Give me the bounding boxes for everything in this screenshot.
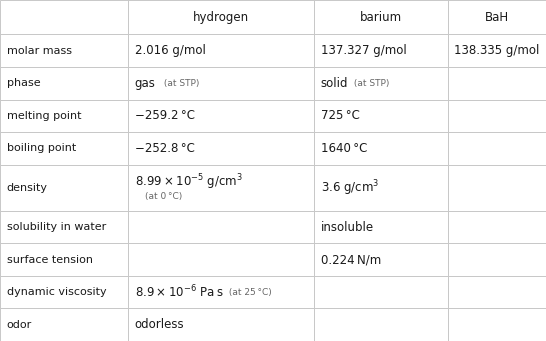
- Text: 725 °C: 725 °C: [321, 109, 359, 122]
- Bar: [128, 211, 314, 243]
- Bar: [128, 243, 314, 276]
- Bar: [448, 0, 546, 34]
- Bar: [448, 67, 546, 100]
- Text: (at STP): (at STP): [161, 79, 199, 88]
- Bar: [0, 34, 128, 67]
- Text: (at 25 °C): (at 25 °C): [226, 288, 272, 297]
- Bar: [0, 0, 128, 34]
- Text: −259.2 °C: −259.2 °C: [135, 109, 195, 122]
- Text: odor: odor: [7, 320, 32, 330]
- Bar: [448, 308, 546, 341]
- Bar: [128, 132, 314, 165]
- Bar: [448, 132, 546, 165]
- Text: hydrogen: hydrogen: [193, 11, 249, 24]
- Bar: [128, 0, 314, 34]
- Bar: [448, 243, 546, 276]
- Text: dynamic viscosity: dynamic viscosity: [7, 287, 106, 297]
- Bar: [0, 67, 128, 100]
- Text: melting point: melting point: [7, 111, 81, 121]
- Bar: [0, 132, 128, 165]
- Bar: [314, 243, 448, 276]
- Bar: [314, 132, 448, 165]
- Text: 138.335 g/mol: 138.335 g/mol: [454, 44, 539, 57]
- Text: solubility in water: solubility in water: [7, 222, 106, 232]
- Text: phase: phase: [7, 78, 40, 88]
- Bar: [128, 276, 314, 308]
- Text: gas: gas: [135, 77, 156, 90]
- Text: (at STP): (at STP): [351, 79, 389, 88]
- Text: BaH: BaH: [485, 11, 509, 24]
- Bar: [0, 100, 128, 132]
- Bar: [314, 100, 448, 132]
- Text: barium: barium: [360, 11, 402, 24]
- Bar: [128, 100, 314, 132]
- Text: surface tension: surface tension: [7, 255, 93, 265]
- Bar: [0, 308, 128, 341]
- Bar: [314, 276, 448, 308]
- Text: odorless: odorless: [135, 318, 185, 331]
- Bar: [128, 165, 314, 211]
- Bar: [314, 211, 448, 243]
- Bar: [448, 276, 546, 308]
- Bar: [0, 165, 128, 211]
- Bar: [448, 211, 546, 243]
- Text: density: density: [7, 183, 48, 193]
- Bar: [314, 0, 448, 34]
- Bar: [314, 165, 448, 211]
- Bar: [448, 165, 546, 211]
- Bar: [448, 100, 546, 132]
- Text: 3.6 g/cm$^3$: 3.6 g/cm$^3$: [321, 178, 379, 197]
- Bar: [128, 308, 314, 341]
- Bar: [128, 67, 314, 100]
- Bar: [314, 67, 448, 100]
- Bar: [314, 34, 448, 67]
- Bar: [0, 243, 128, 276]
- Text: boiling point: boiling point: [7, 144, 76, 153]
- Text: 2.016 g/mol: 2.016 g/mol: [135, 44, 206, 57]
- Text: 0.224 N/m: 0.224 N/m: [321, 253, 381, 266]
- Text: molar mass: molar mass: [7, 46, 72, 56]
- Text: insoluble: insoluble: [321, 221, 373, 234]
- Text: 137.327 g/mol: 137.327 g/mol: [321, 44, 406, 57]
- Text: $8.9\times10^{-6}$ Pa s: $8.9\times10^{-6}$ Pa s: [135, 284, 223, 300]
- Bar: [128, 34, 314, 67]
- Bar: [448, 34, 546, 67]
- Text: (at 0 °C): (at 0 °C): [145, 192, 182, 201]
- Bar: [0, 276, 128, 308]
- Text: solid: solid: [321, 77, 348, 90]
- Bar: [0, 211, 128, 243]
- Bar: [314, 308, 448, 341]
- Text: $8.99\times10^{-5}$ g/cm$^3$: $8.99\times10^{-5}$ g/cm$^3$: [135, 172, 243, 192]
- Text: −252.8 °C: −252.8 °C: [135, 142, 195, 155]
- Text: 1640 °C: 1640 °C: [321, 142, 367, 155]
